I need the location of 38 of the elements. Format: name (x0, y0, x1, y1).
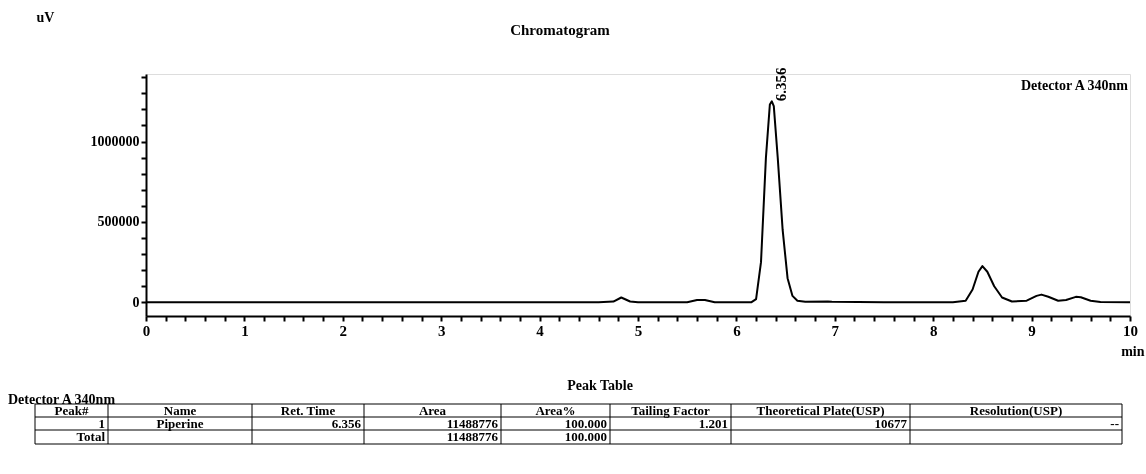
text: 1.201 (698, 416, 728, 431)
text: Area% (535, 403, 576, 418)
annotation: 6.356 (773, 67, 790, 102)
text: Area (418, 403, 447, 418)
x-tick-label: 4 (536, 322, 545, 339)
x-tick-label: 6 (733, 322, 742, 339)
x-tick-label: 9 (1028, 322, 1036, 339)
x-axis-title: min (1121, 343, 1145, 359)
text: Resolution(USP) (969, 403, 1063, 418)
text: 6.356 (331, 416, 362, 431)
text: 100.000 (564, 429, 607, 444)
text: 11488776 (446, 429, 499, 444)
x-tick-label: 1 (241, 322, 249, 339)
y-tick-label: 0 (132, 294, 140, 310)
y-tick-label: 1000000 (90, 134, 140, 150)
text: Tailing Factor (631, 403, 711, 418)
chart-title: Chromatogram (510, 22, 611, 38)
annotation: Detector A 340nm (1020, 78, 1129, 93)
y-axis-title: uV (36, 9, 55, 25)
text: 11488776 (446, 416, 499, 431)
text: 1 (98, 416, 105, 431)
x-tick-label: 3 (437, 322, 446, 339)
text: 10677 (874, 416, 908, 431)
x-tick-label: 8 (929, 322, 938, 339)
x-tick-label: 0 (142, 322, 151, 339)
x-tick-label: 2 (339, 322, 348, 339)
text: Ret. Time (280, 403, 336, 418)
text: Theoretical Plate(USP) (756, 403, 885, 418)
x-tick-label: 7 (831, 322, 840, 339)
text: Piperine (156, 416, 204, 431)
text: Peak Table (567, 378, 633, 393)
text: 100.000 (564, 416, 607, 431)
y-tick-label: 500000 (97, 214, 140, 230)
x-tick-label: 10 (1123, 322, 1138, 339)
text: Total (76, 429, 106, 444)
text: -- (1110, 416, 1119, 431)
x-tick-label: 5 (634, 322, 643, 339)
text: Name (163, 403, 197, 418)
